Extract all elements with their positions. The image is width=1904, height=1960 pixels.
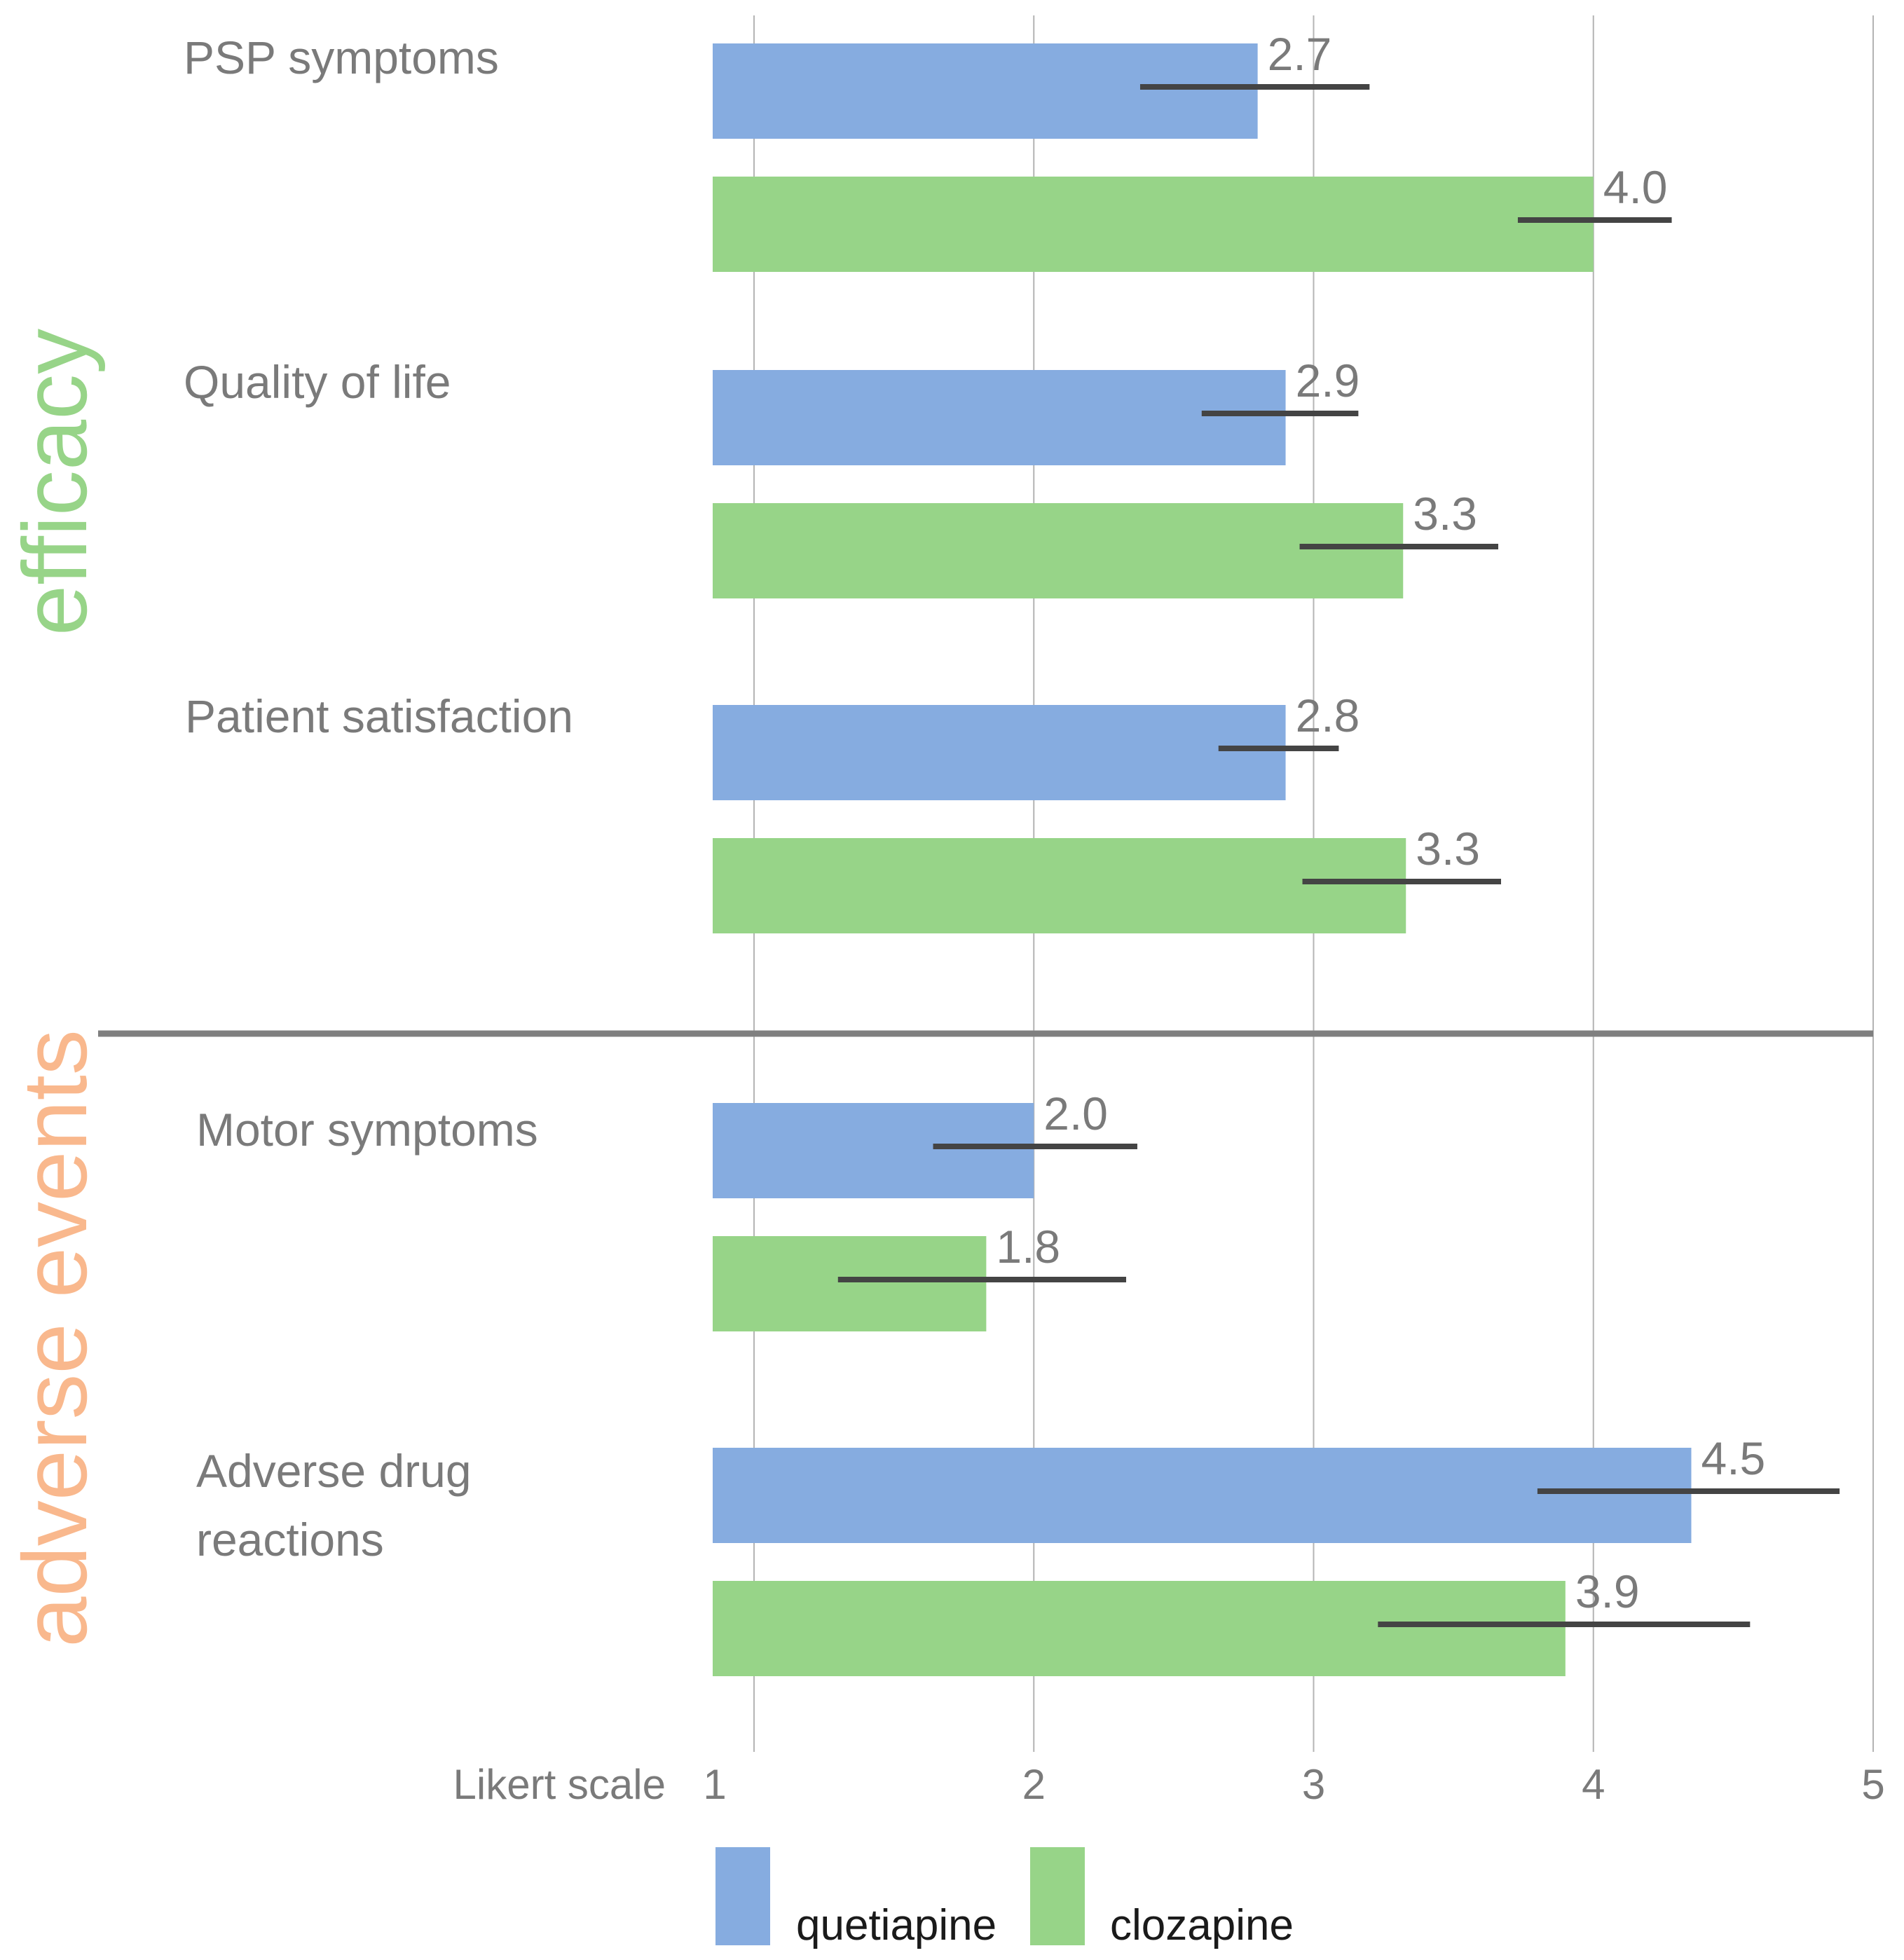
data-label-quetiapine: 2.0 <box>1043 1088 1108 1139</box>
data-label-quetiapine: 2.7 <box>1268 28 1332 80</box>
x-tick-label-4: 4 <box>1582 1761 1605 1808</box>
bar-quetiapine <box>713 705 1286 800</box>
x-tick-label-2: 2 <box>1022 1761 1046 1808</box>
legend-label-clozapine: clozapine <box>1110 1901 1294 1949</box>
data-label-quetiapine: 4.5 <box>1701 1432 1765 1484</box>
x-tick-label-3: 3 <box>1302 1761 1325 1808</box>
bar-clozapine <box>713 838 1406 933</box>
bar-clozapine <box>713 1581 1566 1676</box>
data-label-quetiapine: 2.8 <box>1296 690 1360 741</box>
x-axis-label: Likert scale <box>453 1761 666 1808</box>
data-label-quetiapine: 2.9 <box>1296 355 1360 406</box>
bars <box>713 43 1692 1676</box>
x-tick-label-5: 5 <box>1861 1761 1884 1808</box>
data-label-clozapine: 3.9 <box>1575 1565 1640 1617</box>
x-tick-label-1: 1 <box>703 1761 726 1808</box>
data-label-clozapine: 3.3 <box>1416 823 1480 875</box>
error-bars <box>837 84 1840 1627</box>
data-label-clozapine: 1.8 <box>996 1221 1060 1273</box>
bar-quetiapine <box>713 43 1258 139</box>
legend-swatch-quetiapine <box>715 1847 770 1945</box>
data-label-clozapine: 4.0 <box>1603 161 1668 213</box>
bar-quetiapine <box>713 1103 1034 1198</box>
section-label-adverse-events: adverse events <box>4 1029 106 1647</box>
category-label: PSP symptoms <box>184 32 499 83</box>
labels: PSP symptoms 2.7 4.0 Quality of life 2.9 3.3 P… <box>184 28 1765 1617</box>
category-label: Quality of life <box>184 356 451 408</box>
legend: quetiapine clozapine <box>715 1847 1294 1949</box>
category-label: Patient satisfaction <box>185 690 573 742</box>
legend-swatch-clozapine <box>1030 1847 1085 1945</box>
legend-label-quetiapine: quetiapine <box>796 1901 996 1949</box>
category-label: Motor symptoms <box>196 1104 538 1156</box>
bar-quetiapine <box>713 370 1286 465</box>
bar-clozapine <box>713 1236 987 1331</box>
category-label: Adverse drug reactions <box>196 1445 472 1565</box>
bar-clozapine <box>713 503 1404 598</box>
section-label-efficacy: efficacy <box>4 329 106 636</box>
data-label-clozapine: 3.3 <box>1413 488 1477 540</box>
bar-clozapine <box>713 177 1594 272</box>
bar-quetiapine <box>713 1448 1692 1543</box>
